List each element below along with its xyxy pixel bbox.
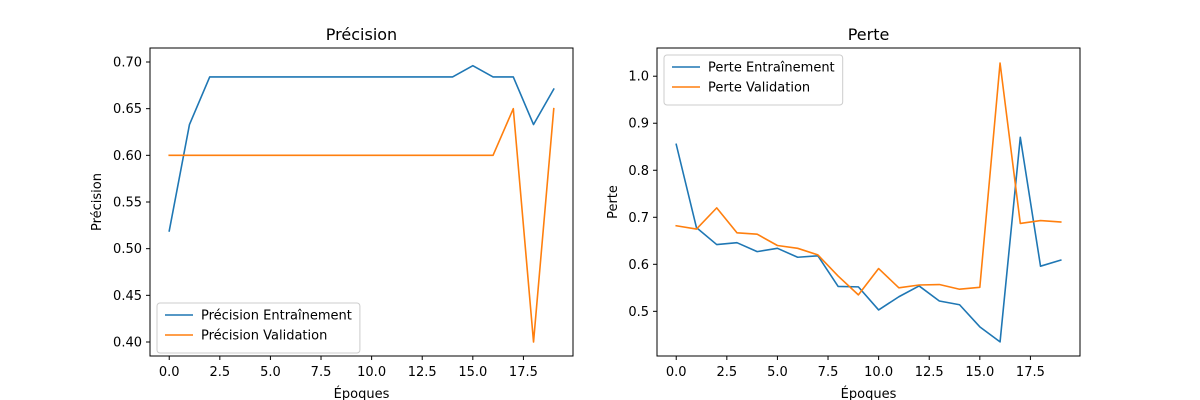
loss-plot-area — [675, 62, 1062, 343]
accuracy-series-line-validation — [168, 107, 555, 343]
accuracy-chart-panel: Précision 0.0 2.5 5.0 7.5 10.0 12.5 15.0 17.50.… — [90, 25, 574, 400]
accuracy-x-tick-label: 15.0 — [458, 365, 487, 380]
accuracy-y-tick-label: 0.65 — [113, 102, 142, 117]
loss-x-tick-label: 15.0 — [965, 365, 994, 380]
loss-series-line-validation — [675, 62, 1062, 296]
accuracy-plot-area — [168, 64, 555, 343]
accuracy-legend-label: Précision Validation — [201, 329, 327, 344]
accuracy-x-tick-label: 7.5 — [311, 365, 332, 380]
accuracy-axes-frame — [149, 47, 574, 357]
loss-axes-frame — [656, 47, 1081, 357]
loss-y-axis-label: Perte — [606, 185, 621, 219]
loss-x-tick-label: 10.0 — [864, 365, 893, 380]
accuracy-y-tick-label: 0.40 — [113, 336, 142, 351]
loss-y-tick-label: 0.8 — [628, 164, 649, 179]
accuracy-x-tick-label: 12.5 — [408, 365, 437, 380]
loss-x-axis-label: Époques — [841, 386, 897, 400]
loss-legend: Perte Entraînement Perte Validation — [663, 54, 844, 106]
loss-chart-title: Perte — [848, 25, 890, 44]
loss-x-tick-label: 12.5 — [915, 365, 944, 380]
loss-x-tick-label: 2.5 — [716, 365, 737, 380]
accuracy-x-tick-label: 10.0 — [357, 365, 386, 380]
accuracy-x-tick-label: 2.5 — [209, 365, 230, 380]
loss-legend-box — [663, 54, 844, 106]
loss-series-line-train — [675, 136, 1062, 343]
accuracy-ticks: 0.0 2.5 5.0 7.5 10.0 12.5 15.0 17.5 0.40 0.45 0.50… — [113, 56, 538, 381]
accuracy-y-axis-label: Précision — [90, 173, 105, 231]
loss-ticks: 0.0 2.5 5.0 7.5 10.0 12.5 15.0 17.5 0.5 0.6 0.7 0.8… — [628, 70, 1045, 380]
accuracy-x-tick-label: 5.0 — [260, 365, 281, 380]
accuracy-y-tick-label: 0.50 — [113, 242, 142, 257]
accuracy-y-tick-label: 0.45 — [113, 289, 142, 304]
accuracy-series-line-train — [168, 64, 555, 232]
loss-y-tick-label: 0.5 — [628, 305, 649, 320]
accuracy-legend-box — [156, 302, 361, 354]
loss-y-tick-label: 1.0 — [628, 70, 649, 85]
accuracy-legend-label: Précision Entraînement — [201, 309, 352, 324]
accuracy-y-tick-label: 0.55 — [113, 196, 142, 211]
loss-x-tick-label: 7.5 — [818, 365, 839, 380]
accuracy-y-tick-label: 0.60 — [113, 149, 142, 164]
loss-x-tick-label: 0.0 — [666, 365, 687, 380]
accuracy-x-tick-label: 0.0 — [159, 365, 180, 380]
accuracy-x-tick-label: 17.5 — [509, 365, 538, 380]
loss-legend-label: Perte Entraînement — [708, 61, 835, 76]
loss-x-tick-label: 17.5 — [1016, 365, 1045, 380]
loss-y-tick-label: 0.6 — [628, 258, 649, 273]
loss-chart-panel: Perte 0.0 2.5 5.0 7.5 10.0 12.5 15.0 17.5 0.5 0.6… — [606, 25, 1081, 400]
accuracy-x-axis-label: Époques — [334, 386, 390, 400]
loss-y-tick-label: 0.9 — [628, 117, 649, 132]
accuracy-legend: Précision Entraînement Précision Validati… — [156, 302, 361, 354]
loss-legend-label: Perte Validation — [708, 81, 810, 96]
accuracy-chart-title: Précision — [326, 25, 397, 44]
loss-x-tick-label: 5.0 — [767, 365, 788, 380]
accuracy-y-tick-label: 0.70 — [113, 56, 142, 71]
loss-y-tick-label: 0.7 — [628, 211, 649, 226]
